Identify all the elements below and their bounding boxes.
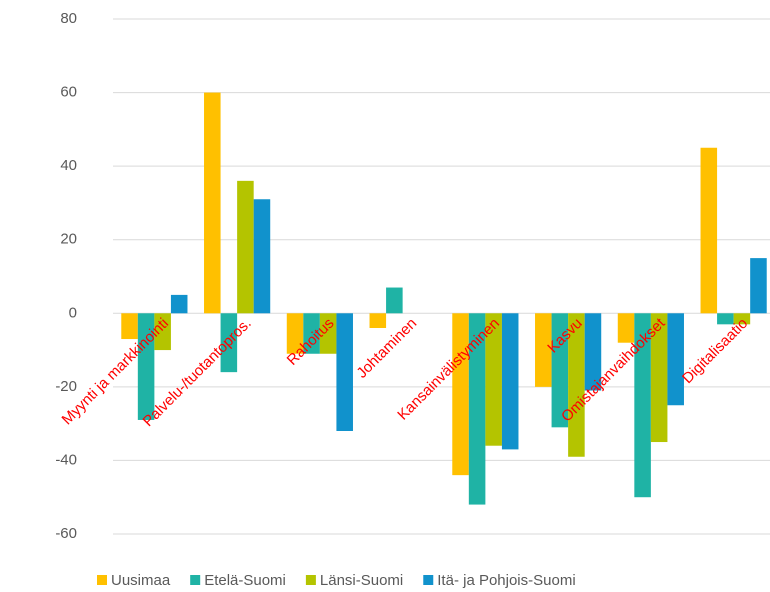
- legend-label: Itä- ja Pohjois-Suomi: [437, 572, 575, 589]
- bar: [733, 313, 751, 325]
- bar: [286, 313, 304, 354]
- legend-marker: [423, 575, 434, 585]
- bar: [617, 313, 635, 343]
- bar: [386, 287, 403, 314]
- bar: [501, 313, 519, 450]
- bar: [237, 180, 254, 314]
- bar: [137, 313, 155, 420]
- bar: [634, 313, 651, 498]
- legend-label: Etelä-Suomi: [204, 572, 286, 589]
- bar: [121, 313, 138, 340]
- y-tick-label: 80: [60, 10, 77, 27]
- y-tick-label: -20: [55, 378, 77, 395]
- bar: [319, 313, 337, 354]
- bar: [204, 92, 221, 314]
- y-tick-label: 20: [60, 231, 77, 248]
- legend-label: Uusimaa: [111, 572, 171, 589]
- bar: [650, 313, 668, 443]
- bar: [253, 199, 271, 314]
- bar: [551, 313, 569, 428]
- y-tick-label: -60: [55, 525, 77, 542]
- bar: [667, 313, 684, 406]
- bar: [584, 313, 602, 391]
- bar: [369, 313, 387, 328]
- legend-label: Länsi-Suomi: [320, 572, 403, 589]
- bar: [452, 313, 469, 476]
- bar: [220, 313, 238, 373]
- y-tick-label: 40: [60, 157, 77, 174]
- y-tick-label: -40: [55, 451, 77, 468]
- bar: [154, 313, 171, 351]
- y-tick-label: 60: [60, 84, 77, 101]
- x-tick-label: Digitalisaatio: [679, 315, 751, 387]
- legend-marker: [190, 575, 201, 585]
- bar: [468, 313, 486, 505]
- bar: [485, 313, 502, 446]
- bar: [303, 313, 320, 354]
- bar: [336, 313, 353, 431]
- bar: [750, 258, 767, 314]
- bar: [170, 294, 188, 314]
- legend-marker: [305, 575, 316, 585]
- bar: [717, 313, 734, 325]
- legend-marker: [97, 575, 107, 585]
- bar: [700, 147, 718, 314]
- y-tick-label: 0: [69, 304, 77, 321]
- bar: [535, 313, 552, 387]
- bar: [568, 313, 585, 457]
- x-tick-label: Johtaminen: [353, 315, 420, 382]
